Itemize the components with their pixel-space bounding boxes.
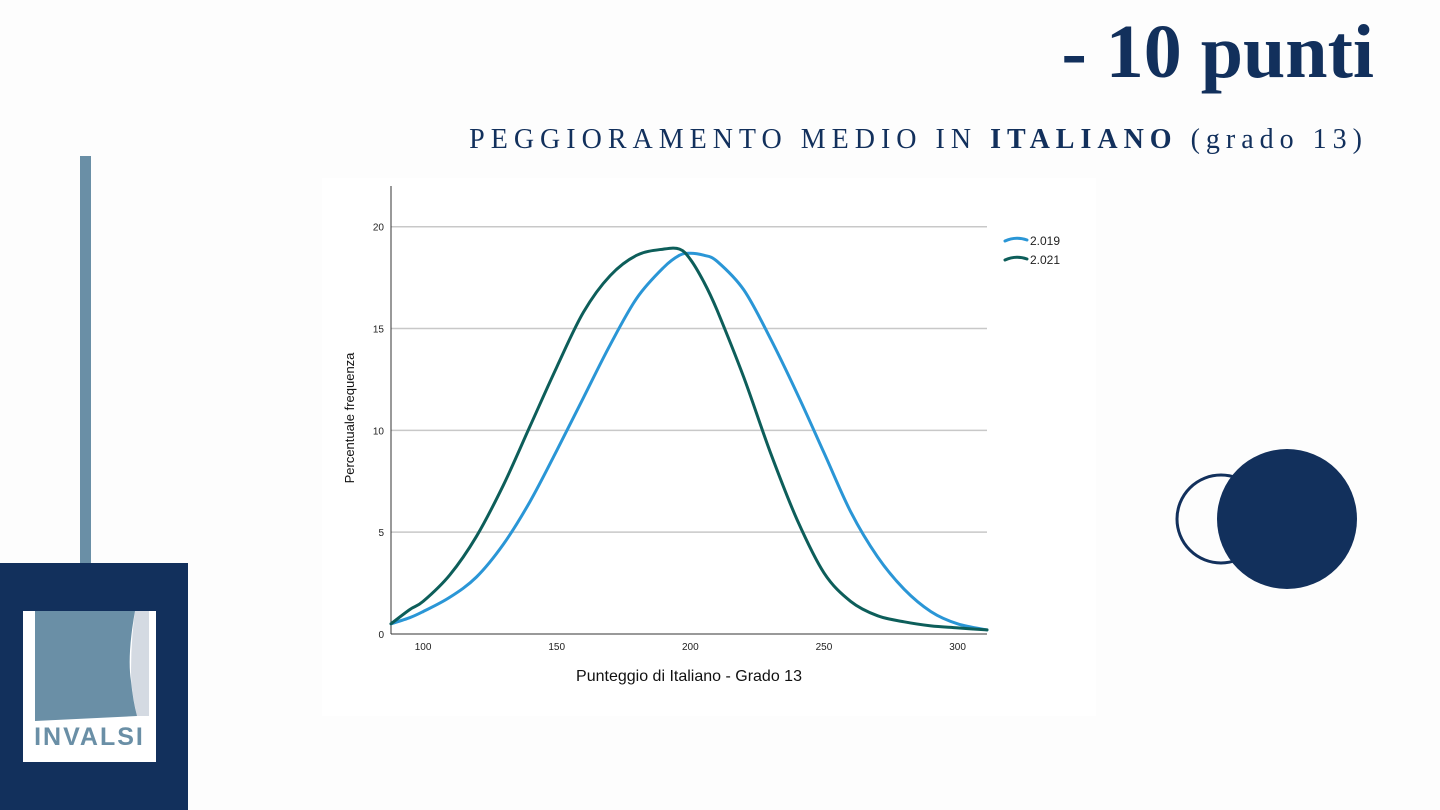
subtitle: PEGGIORAMENTO MEDIO IN ITALIANO (grado 1… — [469, 124, 1368, 156]
y-tick-label: 15 — [373, 325, 385, 336]
legend-label: 2.019 — [1030, 234, 1060, 248]
invalsi-logo: INVALSI — [23, 611, 156, 762]
legend-swatch — [1003, 255, 1029, 262]
logo-text: INVALSI — [34, 723, 145, 751]
x-tick-label: 100 — [415, 642, 432, 653]
x-axis-label: Punteggio di Italiano - Grado 13 — [576, 668, 802, 685]
filled-circle — [1217, 449, 1357, 589]
x-tick-label: 150 — [548, 642, 565, 653]
y-tick-label: 5 — [378, 528, 384, 539]
subtitle-subject: ITALIANO — [990, 124, 1178, 155]
subtitle-prefix: PEGGIORAMENTO MEDIO IN — [469, 124, 991, 155]
logo-sail-icon — [35, 611, 149, 721]
y-axis-label: Percentuale frequenza — [342, 352, 357, 484]
y-tick-label: 0 — [378, 630, 384, 641]
legend-label: 2.021 — [1030, 253, 1060, 267]
y-tick-label: 10 — [373, 426, 385, 437]
subtitle-suffix: (grado 13) — [1177, 124, 1368, 155]
series-line-2021 — [389, 246, 989, 632]
legend-swatch — [1003, 236, 1029, 243]
series-line-2019 — [389, 251, 989, 632]
chart-panel: 0 5 10 15 20 100 150 200 250 300 Punteggio di Ital… — [322, 178, 1096, 716]
decorative-circles — [1175, 449, 1357, 589]
x-tick-label: 300 — [949, 642, 966, 653]
x-tick-label: 200 — [682, 642, 699, 653]
accent-vertical-bar — [80, 156, 91, 611]
x-tick-label: 250 — [816, 642, 833, 653]
headline: - 10 punti — [1061, 10, 1374, 94]
y-tick-label: 20 — [373, 223, 385, 234]
frequency-chart: 0 5 10 15 20 100 150 200 250 300 Punteggio di Ital… — [342, 186, 1060, 685]
